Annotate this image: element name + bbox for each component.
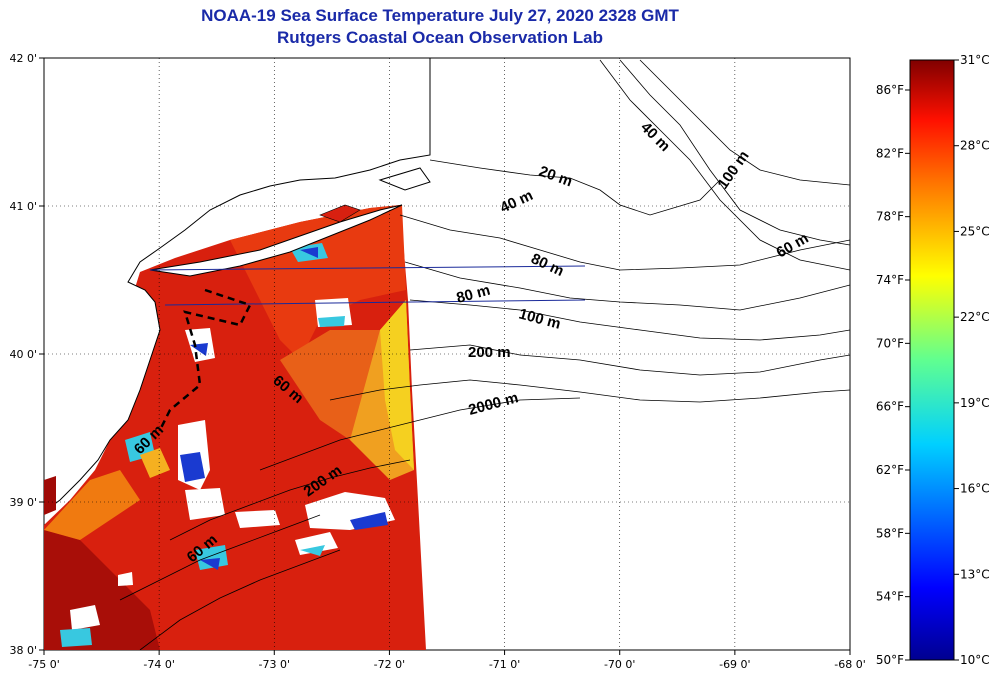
- lon-tick-label: -75 0': [28, 658, 60, 671]
- colorbar-celsius-label: 28°C: [960, 139, 990, 153]
- colorbar-fahrenheit-label: 86°F: [876, 83, 904, 97]
- lat-tick-label: 38 0': [9, 644, 37, 657]
- isobath-label: 200 m: [468, 344, 511, 361]
- colorbar-fahrenheit-label: 58°F: [876, 526, 904, 540]
- longitude-ticks: -75 0' -74 0' -73 0' -72 0' -71 0' -70 0' -69 …: [28, 650, 866, 671]
- lat-tick-label: 40 0': [9, 348, 37, 361]
- dashed-track: [158, 288, 252, 431]
- lon-tick-label: -69 0': [719, 658, 751, 671]
- long-island: [149, 204, 403, 277]
- lon-tick-label: -73 0': [259, 658, 291, 671]
- colorbar-celsius-label: 31°C: [960, 53, 990, 67]
- colorbar-celsius-label: 16°C: [960, 482, 990, 496]
- map-subtitle: Rutgers Coastal Ocean Observation Lab: [277, 28, 603, 47]
- colorbar-labels: 31°C 28°C 25°C 22°C 19°C 16°C 13°C 10°C 86°F 82°F…: [876, 53, 990, 667]
- lat-tick-label: 42 0': [9, 52, 37, 65]
- colorbar-celsius-label: 19°C: [960, 396, 990, 410]
- transect-lines: [149, 265, 586, 306]
- lon-tick-label: -71 0': [489, 658, 521, 671]
- colorbar: [909, 59, 955, 661]
- map-title: NOAA-19 Sea Surface Temperature July 27,…: [201, 6, 679, 25]
- graticule: [44, 58, 850, 650]
- latitude-ticks: 38 0' 39 0' 40 0' 41 0' 42 0': [9, 52, 44, 657]
- colorbar-celsius-label: 22°C: [960, 310, 990, 324]
- colorbar-celsius-label: 25°C: [960, 224, 990, 238]
- lon-tick-label: -70 0': [604, 658, 636, 671]
- sst-swath: [44, 205, 426, 650]
- lon-tick-label: -72 0': [374, 658, 406, 671]
- colorbar-fahrenheit-label: 74°F: [876, 273, 904, 287]
- colorbar-fahrenheit-label: 78°F: [876, 210, 904, 224]
- colorbar-fahrenheit-label: 70°F: [876, 336, 904, 350]
- isobaths: [119, 59, 850, 650]
- colorbar-fahrenheit-label: 66°F: [876, 400, 904, 414]
- lon-tick-label: -68 0': [834, 658, 866, 671]
- colorbar-fahrenheit-label: 82°F: [876, 146, 904, 160]
- colorbar-fahrenheit-label: 62°F: [876, 463, 904, 477]
- lat-tick-label: 39 0': [9, 496, 37, 509]
- lon-tick-label: -74 0': [143, 658, 175, 671]
- land-mass: [44, 58, 431, 513]
- colorbar-fahrenheit-label: 50°F: [876, 653, 904, 667]
- colorbar-celsius-label: 10°C: [960, 653, 990, 667]
- colorbar-celsius-label: 13°C: [960, 567, 990, 581]
- colorbar-fahrenheit-label: 54°F: [876, 590, 904, 604]
- lat-tick-label: 41 0': [9, 200, 37, 213]
